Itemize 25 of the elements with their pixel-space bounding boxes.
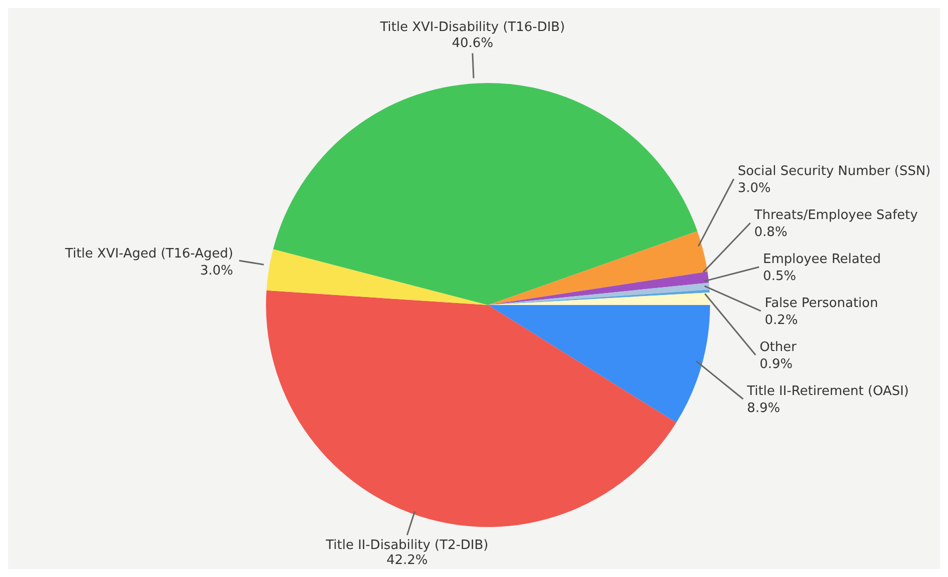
pie-slice	[488, 231, 708, 305]
slice-label: Threats/Employee Safety	[753, 208, 918, 223]
slice-label: Other	[760, 340, 798, 355]
data-label: 0.5%	[763, 268, 796, 284]
data-label: 42.2%	[386, 553, 428, 568]
slice-label: Title II-Retirement (OASI)	[746, 384, 909, 399]
slice-label: Title XVI-Aged (T16-Aged)	[64, 246, 234, 262]
data-label: 0.8%	[754, 224, 788, 240]
pie-slice	[488, 272, 709, 305]
data-label: 3.0%	[200, 264, 234, 279]
slice-label: False Personation	[764, 296, 878, 311]
pie-slice	[266, 249, 488, 305]
pie-slice	[488, 305, 710, 423]
pie-slice	[488, 282, 710, 305]
pie-slice	[266, 290, 676, 527]
data-label: 8.9%	[747, 400, 780, 416]
data-label: 0.2%	[764, 312, 798, 328]
data-label: 0.9%	[760, 356, 793, 372]
data-label: 40.6%	[452, 36, 494, 52]
pie-slice	[273, 83, 698, 305]
slice-label: Employee Related	[763, 252, 881, 267]
slice-label: Title XVI-Disability (T16-DIB)	[379, 20, 565, 36]
slice-label: Social Security Number (SSN)	[738, 164, 931, 179]
slice-label: Title II-Disability (T2-DIB)	[324, 538, 488, 554]
data-label: 3.0%	[738, 180, 771, 196]
